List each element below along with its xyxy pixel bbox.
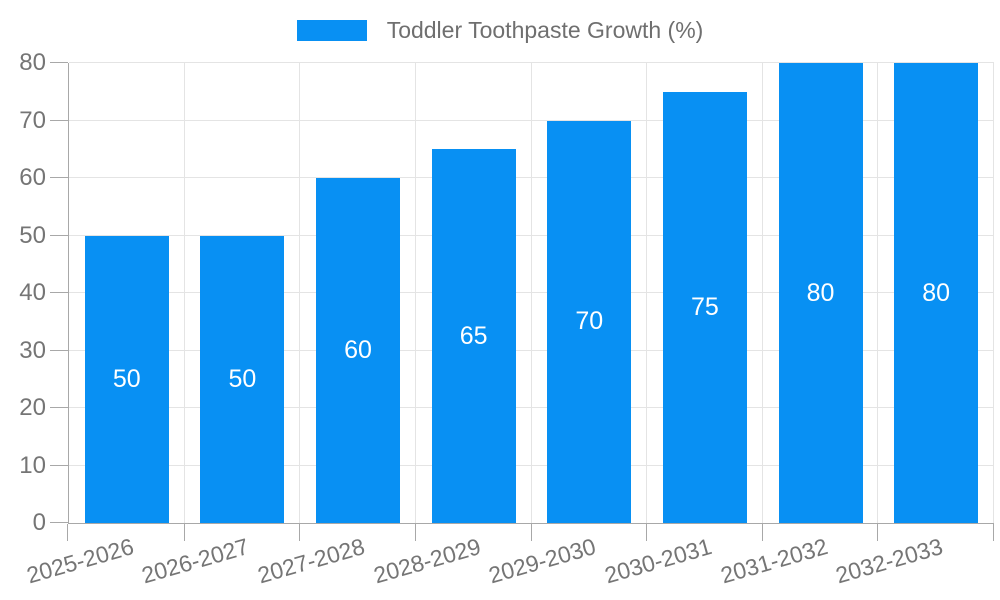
y-axis-label: 10 (19, 451, 46, 479)
x-axis-tick (414, 524, 416, 541)
bar-value-label: 50 (228, 364, 257, 393)
bar-2028-2029[interactable]: 65 (431, 149, 516, 523)
bar-value-label: 50 (112, 364, 141, 393)
y-axis-tick (50, 177, 68, 178)
x-axis-tick (183, 524, 185, 541)
h-gridline (69, 234, 994, 236)
h-gridline (69, 177, 994, 178)
x-axis-tick (646, 524, 648, 541)
x-axis-tick (877, 524, 879, 541)
bar-2026-2027[interactable]: 50 (200, 235, 285, 523)
bar-2027-2028[interactable]: 60 (316, 178, 401, 523)
y-axis-tick (50, 234, 68, 236)
h-gridline (69, 464, 994, 466)
bar-2029-2030[interactable]: 70 (547, 120, 632, 523)
bar-value-label: 75 (691, 292, 719, 321)
x-axis-tick (993, 524, 994, 541)
bar-value-label: 65 (459, 321, 488, 350)
x-axis-tick (530, 524, 532, 541)
y-axis-tick (50, 119, 68, 121)
y-axis-tick (50, 522, 68, 523)
bar-2025-2026[interactable]: 50 (84, 235, 169, 523)
h-gridline (69, 407, 994, 408)
y-axis-tick (50, 349, 68, 351)
y-axis-label: 50 (19, 221, 46, 249)
v-gridline (761, 63, 763, 523)
x-axis-tick (299, 524, 301, 541)
h-gridline (69, 292, 994, 293)
bar-value-label: 80 (922, 278, 951, 307)
v-gridline (993, 63, 994, 523)
bar-value-label: 80 (806, 278, 835, 307)
v-gridline (877, 63, 879, 523)
bar-2031-2032[interactable]: 80 (778, 63, 863, 523)
x-axis-tick (67, 524, 68, 541)
y-axis-label: 80 (19, 49, 46, 76)
y-axis-tick (50, 292, 68, 293)
v-gridline (183, 63, 185, 523)
bar-2032-2033[interactable]: 80 (894, 63, 979, 523)
legend[interactable]: Toddler Toothpaste Growth (%) (0, 17, 1000, 44)
v-gridline (414, 63, 416, 523)
x-axis-tick (761, 524, 763, 541)
y-axis-label: 70 (19, 106, 46, 134)
h-gridline (69, 62, 994, 63)
y-axis-label: 0 (32, 509, 46, 536)
plot-area: 50 50 60 65 70 75 80 80 (68, 62, 994, 524)
h-gridline (69, 349, 994, 351)
y-axis-tick (50, 62, 68, 63)
y-axis-tick (50, 407, 68, 408)
v-gridline (299, 63, 301, 523)
bar-value-label: 60 (344, 336, 372, 364)
legend-swatch (296, 20, 367, 41)
h-gridline (69, 119, 994, 121)
y-axis-label: 40 (19, 279, 46, 306)
v-gridline (646, 63, 648, 523)
y-axis-tick (50, 464, 68, 466)
v-gridline (530, 63, 532, 523)
bar-2030-2031[interactable]: 75 (662, 91, 747, 523)
y-axis-label: 20 (19, 394, 46, 421)
legend-label: Toddler Toothpaste Growth (%) (386, 17, 704, 43)
bar-value-label: 70 (575, 307, 604, 336)
y-axis-label: 30 (19, 336, 46, 364)
y-axis-label: 60 (19, 164, 46, 191)
